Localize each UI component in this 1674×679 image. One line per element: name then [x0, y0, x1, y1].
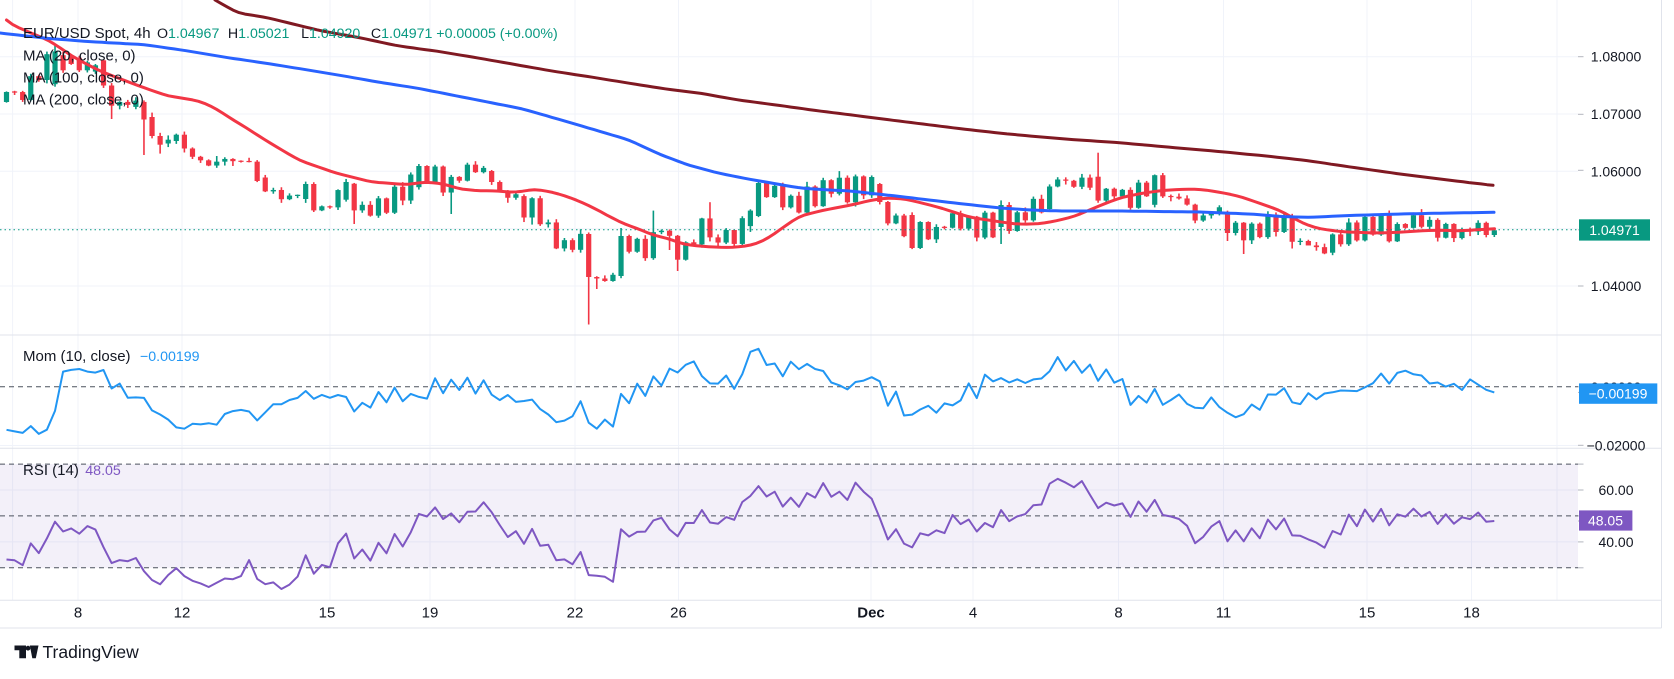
svg-text:22: 22 [567, 605, 584, 622]
svg-text:12: 12 [174, 605, 191, 622]
svg-text:Dec: Dec [857, 605, 885, 622]
svg-text:1.04971: 1.04971 [1589, 222, 1640, 238]
svg-text:TradingView: TradingView [43, 642, 140, 662]
svg-text:O1.04967: O1.04967 [157, 26, 219, 42]
svg-text:40.00: 40.00 [1598, 534, 1633, 550]
svg-text:C1.04971: C1.04971 [371, 26, 433, 42]
svg-text:60.00: 60.00 [1598, 482, 1633, 498]
svg-text:15: 15 [319, 605, 336, 622]
svg-text:MA (200, close, 0): MA (200, close, 0) [23, 92, 144, 109]
svg-text:11: 11 [1216, 605, 1232, 622]
svg-text:26: 26 [670, 605, 687, 622]
svg-text:19: 19 [422, 605, 439, 622]
svg-text:48.05: 48.05 [85, 463, 121, 479]
svg-text:+0.00005 (+0.00%): +0.00005 (+0.00%) [436, 26, 557, 42]
svg-text:1.04000: 1.04000 [1591, 278, 1642, 294]
svg-text:L1.04920: L1.04920 [301, 26, 360, 42]
svg-text:RSI (14): RSI (14) [23, 462, 79, 479]
svg-text:18: 18 [1463, 605, 1480, 622]
svg-text:MA (20, close, 0): MA (20, close, 0) [23, 48, 136, 65]
svg-text:1.08000: 1.08000 [1591, 49, 1642, 65]
svg-text:−0.02000: −0.02000 [1587, 437, 1646, 453]
svg-text:H1.05021: H1.05021 [228, 26, 290, 42]
svg-text:−0.00199: −0.00199 [1589, 386, 1648, 402]
svg-text:MA (100, close, 0): MA (100, close, 0) [23, 70, 144, 87]
svg-text:1.07000: 1.07000 [1591, 106, 1642, 122]
svg-text:1.06000: 1.06000 [1591, 163, 1642, 179]
svg-text:4: 4 [969, 605, 977, 622]
svg-text:−0.00199: −0.00199 [140, 349, 200, 365]
svg-text:8: 8 [1114, 605, 1122, 622]
svg-text:48.05: 48.05 [1588, 513, 1623, 529]
svg-text:15: 15 [1359, 605, 1376, 622]
svg-text:8: 8 [74, 605, 82, 622]
svg-text:Mom (10, close): Mom (10, close) [23, 348, 131, 365]
svg-text:EUR/USD Spot, 4h: EUR/USD Spot, 4h [23, 25, 151, 42]
